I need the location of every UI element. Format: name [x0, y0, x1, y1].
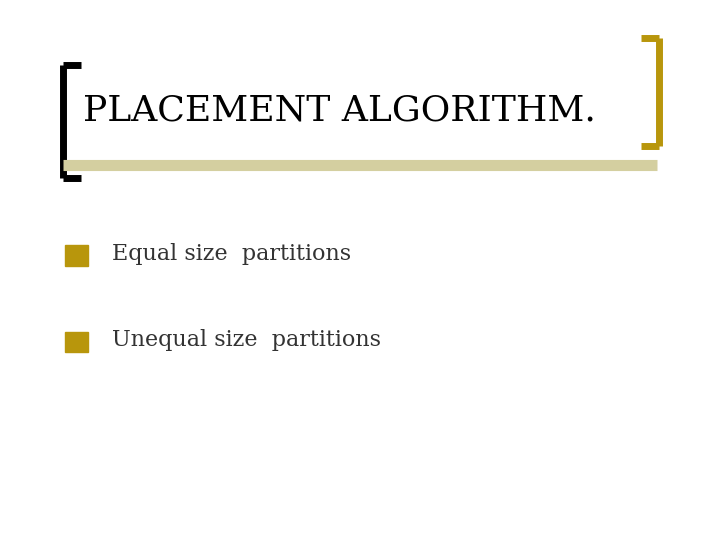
- Text: Equal size  partitions: Equal size partitions: [112, 243, 351, 265]
- FancyBboxPatch shape: [65, 245, 88, 266]
- FancyBboxPatch shape: [65, 332, 88, 352]
- Text: PLACEMENT ALGORITHM.: PLACEMENT ALGORITHM.: [83, 94, 595, 127]
- Text: Unequal size  partitions: Unequal size partitions: [112, 329, 381, 351]
